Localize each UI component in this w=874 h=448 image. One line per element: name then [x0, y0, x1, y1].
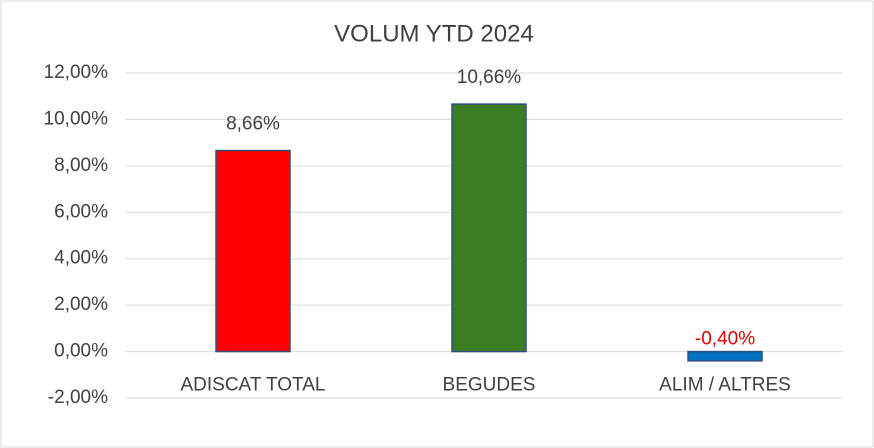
y-tick-label: 2,00%	[54, 294, 108, 315]
x-tick-label: ALIM / ALTRES	[659, 375, 791, 396]
data-label: -0,40%	[695, 329, 755, 350]
data-label: 8,66%	[226, 114, 280, 135]
x-tick-label: BEGUDES	[443, 375, 536, 396]
bar	[687, 350, 763, 362]
y-tick-label: 12,00%	[44, 62, 109, 83]
y-tick-label: 0,00%	[54, 341, 108, 362]
chart-title: VOLUM YTD 2024	[334, 20, 534, 47]
x-tick-label: ADISCAT TOTAL	[180, 375, 325, 396]
y-tick-label: 4,00%	[54, 248, 108, 269]
bar	[215, 149, 291, 353]
y-tick-label: -2,00%	[48, 387, 108, 408]
data-label: 10,66%	[457, 67, 522, 88]
y-tick-label: 8,00%	[54, 155, 108, 176]
bar	[451, 103, 527, 353]
y-tick-label: 6,00%	[54, 201, 108, 222]
y-tick-label: 10,00%	[44, 108, 109, 129]
